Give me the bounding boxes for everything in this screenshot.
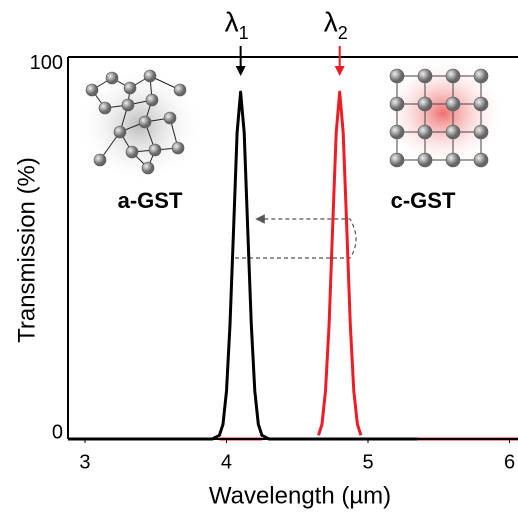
atom [417,96,433,112]
atom [473,68,489,84]
annotation: λ2 [324,6,348,42]
atom [93,153,107,167]
atom [445,152,461,168]
atom [445,68,461,84]
y-tick-label: 0 [52,421,63,443]
atom [473,124,489,140]
x-tick-label: 3 [79,451,90,473]
atom [417,68,433,84]
x-tick-label: 5 [362,451,373,473]
x-axis-label: Wavelength (µm) [209,482,391,509]
atom [389,124,405,140]
atom [389,68,405,84]
atom [141,161,155,175]
switch-arrow [235,214,357,259]
atom [173,83,187,97]
y-axis-label: Transmission (%) [13,157,40,343]
atom [113,125,127,139]
atom [171,141,185,155]
atom [417,124,433,140]
annotation-subscript: 1 [239,23,249,43]
annotation-subscript: 2 [338,23,348,43]
y-tick-label: 100 [30,52,63,74]
atom [445,124,461,140]
x-tick-label: 4 [221,451,232,473]
atom [85,83,99,97]
atom [105,71,119,85]
atom [389,96,405,112]
atom [148,143,162,157]
atom [123,81,137,95]
atom [445,96,461,112]
atom [163,111,177,125]
atom [121,98,135,112]
x-tick-label: 6 [504,451,515,473]
atom [125,145,139,159]
annotation-arrowhead [334,66,345,76]
atom [417,152,433,168]
illustrations [78,58,505,259]
atom [473,152,489,168]
legend-label: a-GST [118,188,183,213]
atom [145,93,159,107]
atom [138,115,152,129]
atom [98,101,112,115]
atom [389,152,405,168]
atom [143,69,157,83]
annotation-arrowhead [235,66,246,76]
annotation: λ1 [225,6,249,42]
atom [473,96,489,112]
legend-label: c-GST [391,188,456,213]
